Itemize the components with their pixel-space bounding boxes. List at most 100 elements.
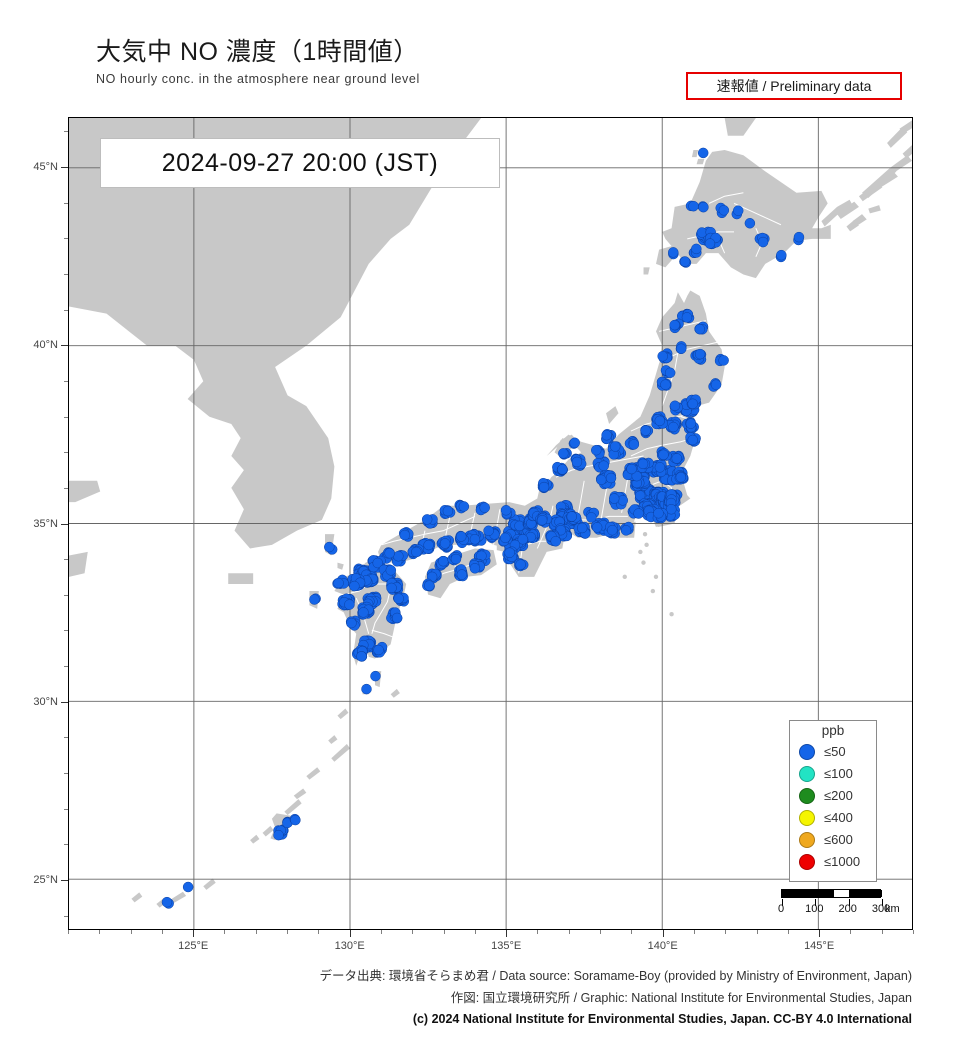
station-marker[interactable] <box>704 238 716 249</box>
legend-item[interactable]: ≤50 <box>790 741 876 763</box>
station-marker[interactable] <box>710 379 722 390</box>
station-marker[interactable] <box>384 547 395 559</box>
station-marker[interactable] <box>657 350 668 362</box>
legend-item[interactable]: ≤1000 <box>790 851 876 873</box>
station-marker[interactable] <box>637 458 649 470</box>
legend-item[interactable]: ≤200 <box>790 785 876 807</box>
station-marker[interactable] <box>687 434 698 446</box>
station-marker[interactable] <box>356 651 367 662</box>
station-marker[interactable] <box>538 481 550 493</box>
station-marker[interactable] <box>666 503 677 515</box>
station-marker[interactable] <box>718 355 729 366</box>
station-marker[interactable] <box>438 555 449 567</box>
station-marker[interactable] <box>658 449 669 461</box>
station-marker[interactable] <box>598 460 609 471</box>
station-marker[interactable] <box>653 507 664 519</box>
station-marker[interactable] <box>182 881 194 893</box>
legend-item[interactable]: ≤600 <box>790 829 876 851</box>
station-marker[interactable] <box>668 421 679 433</box>
station-marker[interactable] <box>620 525 632 536</box>
station-marker[interactable] <box>393 593 404 604</box>
station-marker[interactable] <box>698 201 709 213</box>
station-marker[interactable] <box>591 444 602 456</box>
station-marker[interactable] <box>411 546 422 558</box>
station-marker[interactable] <box>571 456 583 468</box>
station-marker[interactable] <box>669 400 681 412</box>
station-marker[interactable] <box>694 323 706 335</box>
station-marker[interactable] <box>324 541 335 553</box>
station-marker[interactable] <box>671 453 682 464</box>
station-marker[interactable] <box>385 565 397 576</box>
station-marker[interactable] <box>607 524 618 536</box>
station-marker[interactable] <box>372 557 384 569</box>
legend-item[interactable]: ≤400 <box>790 807 876 829</box>
station-marker[interactable] <box>664 367 676 379</box>
station-marker[interactable] <box>439 538 451 549</box>
station-marker[interactable] <box>500 504 512 516</box>
station-marker[interactable] <box>423 539 434 551</box>
station-marker[interactable] <box>586 512 597 523</box>
station-marker[interactable] <box>536 514 548 526</box>
station-marker[interactable] <box>668 247 679 258</box>
station-marker[interactable] <box>370 670 381 682</box>
station-marker[interactable] <box>399 529 411 541</box>
station-marker[interactable] <box>479 502 490 513</box>
station-marker[interactable] <box>633 508 644 519</box>
station-marker[interactable] <box>608 493 620 504</box>
station-marker[interactable] <box>675 471 687 483</box>
station-marker[interactable] <box>349 580 360 592</box>
station-marker[interactable] <box>654 462 666 473</box>
station-marker[interactable] <box>696 227 708 238</box>
station-marker[interactable] <box>687 398 698 410</box>
station-marker[interactable] <box>442 505 454 517</box>
station-marker[interactable] <box>290 814 301 826</box>
station-marker[interactable] <box>333 577 344 589</box>
station-marker[interactable] <box>456 531 467 542</box>
station-marker[interactable] <box>697 147 709 159</box>
station-marker[interactable] <box>685 418 697 429</box>
station-marker[interactable] <box>681 312 693 323</box>
station-marker[interactable] <box>386 582 397 594</box>
station-marker[interactable] <box>424 580 435 591</box>
station-marker[interactable] <box>458 501 470 512</box>
station-marker[interactable] <box>469 563 481 574</box>
station-marker[interactable] <box>631 470 642 482</box>
station-marker[interactable] <box>450 553 462 565</box>
station-marker[interactable] <box>344 599 355 610</box>
station-marker[interactable] <box>361 683 372 695</box>
station-marker[interactable] <box>676 343 687 354</box>
station-marker[interactable] <box>654 415 666 427</box>
station-marker[interactable] <box>694 348 706 360</box>
station-marker[interactable] <box>640 425 651 436</box>
station-marker[interactable] <box>558 448 569 459</box>
station-marker[interactable] <box>669 319 680 331</box>
station-marker[interactable] <box>421 514 433 525</box>
station-marker[interactable] <box>557 464 568 475</box>
station-marker[interactable] <box>373 644 384 656</box>
station-marker[interactable] <box>515 559 526 570</box>
station-marker[interactable] <box>591 522 603 533</box>
station-marker[interactable] <box>500 532 511 544</box>
station-marker[interactable] <box>346 617 357 629</box>
map-plot-area[interactable] <box>68 117 913 930</box>
station-marker[interactable] <box>550 536 561 547</box>
station-marker[interactable] <box>566 511 578 522</box>
station-marker[interactable] <box>569 437 580 449</box>
station-marker[interactable] <box>688 200 699 212</box>
station-marker[interactable] <box>601 429 612 441</box>
station-marker[interactable] <box>609 441 621 452</box>
station-marker[interactable] <box>483 525 494 537</box>
station-marker[interactable] <box>691 243 702 255</box>
station-marker[interactable] <box>744 218 756 229</box>
station-marker[interactable] <box>679 256 691 267</box>
legend-item[interactable]: ≤100 <box>790 763 876 785</box>
station-marker[interactable] <box>757 236 769 248</box>
station-marker[interactable] <box>776 249 787 261</box>
station-marker[interactable] <box>517 534 529 545</box>
station-marker[interactable] <box>576 522 588 534</box>
station-marker[interactable] <box>793 231 805 243</box>
station-marker[interactable] <box>273 829 284 841</box>
station-marker[interactable] <box>391 612 403 624</box>
station-marker[interactable] <box>595 474 607 486</box>
station-marker[interactable] <box>161 896 173 908</box>
